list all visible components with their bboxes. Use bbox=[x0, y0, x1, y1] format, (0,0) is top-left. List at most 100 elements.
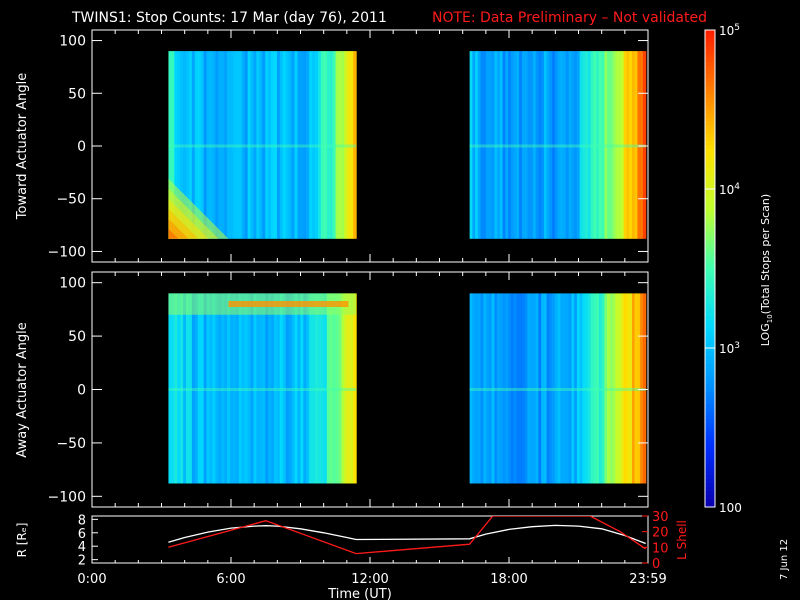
colorbar-segment bbox=[705, 216, 715, 222]
heatmap-cell bbox=[203, 293, 208, 484]
figure-title: TWINS1: Stop Counts: 17 Mar (day 76), 20… bbox=[71, 10, 387, 26]
heatmap-cell bbox=[571, 51, 575, 239]
heatmap-cell bbox=[527, 293, 531, 484]
heatmap-cell bbox=[615, 51, 619, 239]
heatmap-cell bbox=[235, 293, 240, 484]
heatmap-cell bbox=[590, 293, 595, 484]
heatmap-cell bbox=[571, 293, 575, 484]
heatmap-cell bbox=[615, 293, 619, 484]
heatmap-cell bbox=[191, 293, 196, 484]
colorbar-segment bbox=[705, 395, 715, 401]
y-tick-label: −50 bbox=[56, 436, 86, 452]
heatmap-cell bbox=[329, 293, 334, 484]
heatmap-cell bbox=[543, 293, 548, 484]
heatmap-cell bbox=[174, 51, 178, 239]
colorbar-segment bbox=[705, 431, 715, 437]
heatmap-cell bbox=[491, 293, 495, 484]
colorbar-segment bbox=[705, 348, 715, 353]
heatmap-cell bbox=[186, 51, 190, 239]
heatmap-cell bbox=[629, 293, 633, 484]
colorbar-segment bbox=[705, 93, 715, 99]
colorbar-segment bbox=[705, 324, 715, 329]
toward-panel: 100 50 0 −50 −100 bbox=[48, 29, 649, 263]
heatmap-cell bbox=[218, 51, 222, 239]
heatmap-cell bbox=[582, 51, 586, 239]
colorbar-segment bbox=[705, 467, 715, 472]
heatmap-cell bbox=[552, 293, 556, 484]
colorbar-segment bbox=[705, 495, 715, 500]
heatmap-cell bbox=[546, 51, 550, 239]
heatmap-cell bbox=[244, 51, 249, 239]
heatmap-cell bbox=[637, 293, 641, 484]
heatmap-cell bbox=[224, 51, 228, 239]
heatmap-cell bbox=[499, 293, 504, 484]
heatmap-zero-band bbox=[469, 388, 646, 391]
heatmap-cell bbox=[347, 51, 351, 239]
heatmap-cell bbox=[620, 293, 625, 484]
r-series-line bbox=[168, 524, 646, 545]
heatmap-cell bbox=[535, 51, 539, 239]
colorbar-segment bbox=[705, 280, 715, 286]
heatmap-cell bbox=[590, 51, 595, 239]
heatmap-cell bbox=[532, 51, 537, 239]
colorbar-segment bbox=[705, 487, 715, 492]
heatmap-cell bbox=[282, 293, 287, 484]
heatmap-cell bbox=[604, 293, 608, 484]
heatmap-cell bbox=[505, 51, 509, 239]
heatmap-cell bbox=[224, 293, 228, 484]
heatmap-cell bbox=[344, 51, 348, 239]
heatmap-cell bbox=[598, 51, 603, 239]
heatmap-cell bbox=[338, 293, 343, 484]
colorbar-segment bbox=[705, 455, 715, 460]
colorbar-segment bbox=[705, 109, 715, 115]
heatmap-hot-streak bbox=[228, 301, 349, 307]
colorbar-segment bbox=[705, 165, 715, 170]
heatmap-cell bbox=[197, 293, 202, 484]
data-note: NOTE: Data Preliminary – Not validated bbox=[432, 10, 707, 26]
lshell-series-line bbox=[168, 516, 647, 555]
orbit-left-axis-label: R [Rₑ] bbox=[15, 523, 29, 558]
heatmap-cell bbox=[350, 51, 354, 239]
heatmap-cell bbox=[241, 293, 246, 484]
heatmap-cell bbox=[256, 293, 260, 484]
colorbar-segment bbox=[705, 41, 715, 47]
heatmap-cell bbox=[323, 293, 328, 484]
heatmap-edge-feature bbox=[168, 228, 179, 239]
heatmap-cell bbox=[215, 51, 219, 239]
colorbar-segment bbox=[705, 288, 715, 293]
colorbar-segment bbox=[705, 308, 715, 313]
heatmap-cell bbox=[212, 293, 216, 484]
heatmap-cell bbox=[549, 293, 553, 484]
heatmap-cell bbox=[285, 293, 290, 484]
heatmap-cell bbox=[253, 293, 258, 484]
heatmap-cell bbox=[554, 293, 559, 484]
colorbar-segment bbox=[705, 133, 715, 138]
heatmap-cell bbox=[488, 293, 493, 484]
colorbar-segment bbox=[705, 439, 715, 445]
heatmap-cell bbox=[300, 293, 304, 484]
colorbar-segment bbox=[705, 435, 715, 441]
colorbar-segment bbox=[705, 491, 715, 496]
heatmap-cell bbox=[472, 51, 476, 239]
colorbar-label-log: LOG bbox=[759, 323, 772, 346]
heatmap-cell bbox=[291, 293, 296, 484]
colorbar-segment bbox=[705, 30, 715, 35]
heatmap-cell bbox=[532, 293, 537, 484]
colorbar-segment bbox=[705, 403, 715, 409]
heatmap-cell bbox=[294, 293, 299, 484]
heatmap-cell bbox=[513, 51, 517, 239]
heatmap-cell bbox=[317, 293, 322, 484]
heatmap-cell bbox=[180, 51, 184, 239]
away-panel: 100 50 0 −50 −100 bbox=[48, 271, 649, 508]
heatmap-cell bbox=[194, 293, 199, 484]
heatmap-cell bbox=[247, 293, 252, 484]
y-tick-label-right: 30 bbox=[652, 510, 669, 525]
y-tick-label: 100 bbox=[59, 276, 86, 292]
colorbar-segment bbox=[705, 212, 715, 218]
colorbar-segment bbox=[705, 475, 715, 480]
heatmap-cell bbox=[218, 293, 222, 484]
heatmap-cell bbox=[557, 51, 561, 239]
heatmap-cell bbox=[538, 51, 542, 239]
heatmap-cell bbox=[279, 51, 284, 239]
